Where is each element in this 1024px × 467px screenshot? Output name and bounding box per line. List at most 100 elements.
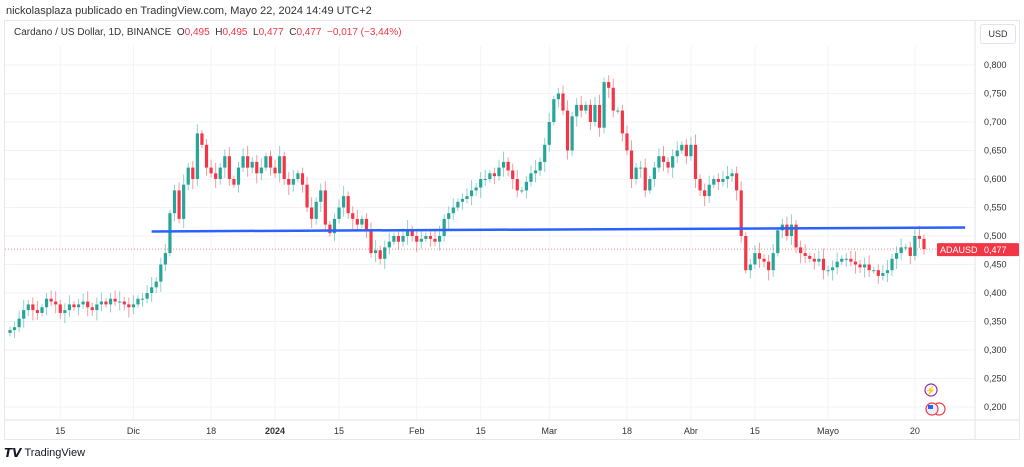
candle-down [629,150,634,179]
candle-down [757,253,762,259]
candle-down [492,173,497,177]
x-tick-label: 18 [622,426,632,436]
candle-down [922,238,926,250]
candle-down [867,264,871,271]
candle-down [177,190,181,219]
candle-up [296,173,300,179]
x-tick-label: Abr [684,426,698,436]
candle-up [383,247,387,259]
candle-down [214,173,218,179]
candle-up [145,293,149,299]
candle-up [538,161,542,171]
candle-down [300,173,305,185]
candle-up [894,253,899,259]
candle-up [195,133,199,179]
candle-up [118,301,122,303]
candle-down [858,264,862,268]
candle-down [735,173,739,191]
candle-up [26,304,30,311]
candle-down [287,179,291,185]
candle-up [789,224,794,236]
candle-up [337,207,341,219]
candle-up [844,258,848,260]
candle-down [282,156,286,179]
candle-down [666,161,670,168]
candle-down [410,230,414,236]
horizontal-trendline [151,226,966,233]
candle-up [12,327,17,331]
candle-up [159,264,163,282]
y-tick-label: 0,550 [984,203,1007,213]
candle-down [428,236,433,239]
candle-up [264,156,268,168]
close-value: 0,477 [296,27,322,38]
candle-up [451,207,455,214]
chart-frame [4,20,1020,440]
tradingview-logo[interactable]: 𝙏𝙑 TradingView [4,446,85,460]
candle-up [533,170,538,174]
y-tick-label: 0,700 [984,117,1007,127]
x-tick-label: 20 [910,426,920,436]
candle-up [483,179,487,180]
candle-down [767,261,771,271]
candle-down [812,258,816,262]
candle-up [826,270,830,272]
candle-up [593,104,597,122]
candle-up [872,270,876,272]
y-tick-label: 0,250 [984,374,1007,384]
candle-up [469,190,474,197]
high-label: H [215,27,223,38]
candle-down [227,156,231,179]
candle-up [474,187,478,191]
price-tag-background [937,243,1019,257]
candle-down [785,224,789,236]
candle-up [405,230,410,236]
candle-up [520,190,524,192]
candle-up [885,270,890,274]
candle-up [602,82,606,128]
candle-up [40,307,44,313]
candle-up [99,301,103,305]
candle-up [168,213,172,254]
candle-down [113,298,117,302]
flag-canton [928,405,933,409]
candle-down [415,236,419,242]
open-value: 0,495 [184,27,210,38]
candle-down [611,87,615,111]
low-label: L [253,27,259,38]
candle-up [22,310,26,319]
candle-up [44,298,49,308]
candle-down [762,258,766,262]
x-tick-label: 2024 [265,426,285,436]
candle-up [332,218,337,234]
candle-up [291,179,295,185]
candle-down [31,304,35,311]
candle-up [218,167,222,179]
x-tick-label: Mar [542,426,558,436]
candle-up [131,304,135,308]
tradingview-logo-icon: 𝙏𝙑 [4,446,22,460]
candle-down [561,93,565,111]
candle-up [447,213,451,219]
x-tick-label: 15 [55,426,65,436]
candle-up [689,144,693,157]
candle-down [588,104,592,122]
candle-down [58,304,62,313]
x-tick-label: 15 [750,426,760,436]
candle-up [401,236,405,242]
candle-up [488,173,492,179]
candle-up [771,253,775,271]
candle-down [698,179,702,191]
candle-down [821,258,826,271]
candle-up [172,190,177,214]
candle-down [86,301,90,308]
currency-button[interactable]: USD [980,24,1016,44]
symbol-name: Cardano / US Dollar, 1D, BINANCE [14,27,172,38]
candle-up [913,236,917,256]
price-tag-symbol: ADAUSD [940,245,978,255]
candle-down [378,250,382,259]
candle-down [565,110,570,151]
y-tick-label: 0,400 [984,288,1007,298]
candle-down [579,104,583,111]
